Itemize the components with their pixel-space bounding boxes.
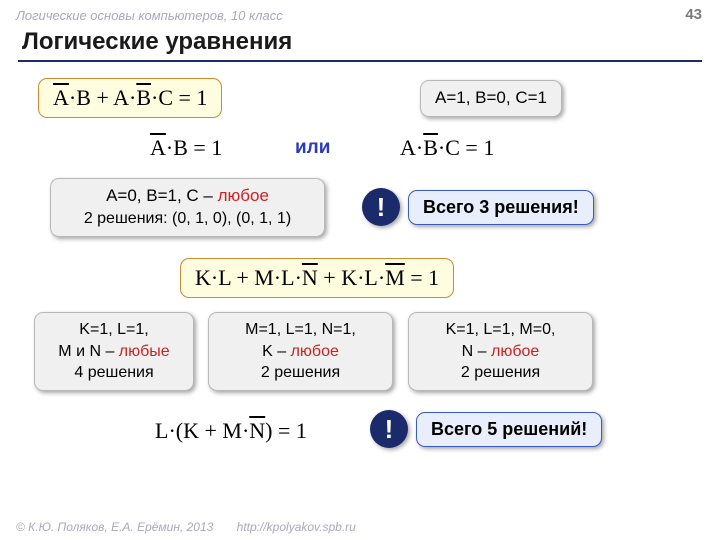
- footer: © К.Ю. Поляков, Е.А. Ерёмин, 2013 http:/…: [16, 520, 356, 534]
- or-label: или: [295, 137, 330, 159]
- copyright: © К.Ю. Поляков, Е.А. Ерёмин, 2013: [16, 520, 213, 534]
- exclamation-badge-1: !: [362, 188, 400, 226]
- equation-2-box: K·L + M·L·N + K·L·M = 1: [180, 258, 454, 298]
- result-1-box: Всего 3 решения!: [408, 190, 594, 225]
- sub-equation-left: A·B = 1: [150, 135, 222, 161]
- equation-1: A·B + A·B·C = 1: [53, 85, 207, 110]
- course-header: Логические основы компьютеров, 10 класс: [16, 8, 283, 23]
- footer-link: http://kpolyakov.spb.ru: [237, 520, 356, 534]
- page-number: 43: [685, 6, 702, 23]
- title-underline: [18, 60, 702, 62]
- equation-3: L·(K + M·N) = 1: [155, 418, 307, 444]
- solution-box-4: M=1, L=1, N=1, K – любое 2 решения: [208, 312, 393, 391]
- result-2-box: Всего 5 решений!: [416, 412, 602, 447]
- equation-2: K·L + M·L·N + K·L·M = 1: [195, 265, 439, 290]
- sub-equation-right: A·B·C = 1: [400, 135, 494, 161]
- slide-title: Логические уравнения: [22, 28, 292, 56]
- exclamation-badge-2: !: [370, 410, 408, 448]
- equation-1-box: A·B + A·B·C = 1: [38, 78, 222, 118]
- solution-box-5: K=1, L=1, M=0, N – любое 2 решения: [408, 312, 593, 391]
- solution-box-2: A=0, B=1, C – любое 2 решения: (0, 1, 0)…: [50, 178, 325, 237]
- solution-box-1: A=1, B=0, C=1: [420, 80, 562, 117]
- solution-box-3: K=1, L=1, M и N – любые 4 решения: [34, 312, 194, 391]
